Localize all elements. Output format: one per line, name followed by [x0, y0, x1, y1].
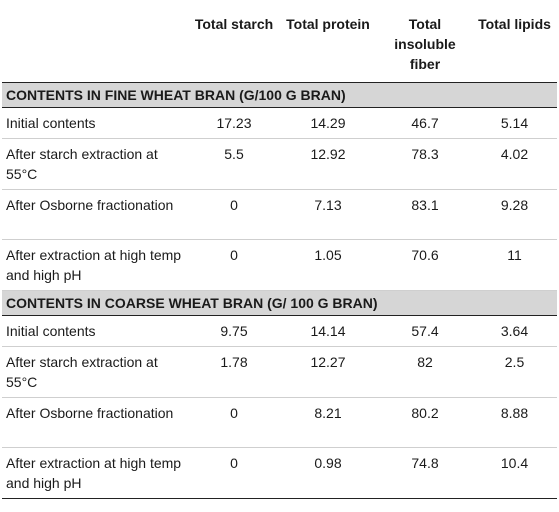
row-label: After Osborne fractionation	[2, 189, 190, 240]
table-row: Initial contents 17.23 14.29 46.7 5.14	[2, 107, 557, 139]
cell-lipids: 4.02	[472, 138, 557, 190]
table-row: After Osborne fractionation 0 8.21 80.2 …	[2, 397, 557, 448]
row-label: After extraction at high temp and high p…	[2, 447, 190, 499]
cell-fiber: 57.4	[378, 315, 472, 347]
header-blank-cell	[2, 2, 190, 83]
section-header-fine-bran: CONTENTS IN FINE WHEAT BRAN (G/100 G BRA…	[2, 81, 557, 108]
cell-lipids: 2.5	[472, 346, 557, 398]
cell-protein: 12.27	[278, 346, 378, 398]
cell-protein: 7.13	[278, 189, 378, 240]
header-row: Total starch Total protein Total insolub…	[2, 2, 557, 83]
row-label: After starch extraction at 55°C	[2, 138, 190, 190]
row-label: After Osborne fractionation	[2, 397, 190, 448]
cell-protein: 12.92	[278, 138, 378, 190]
cell-starch: 17.23	[190, 107, 278, 139]
cell-lipids: 9.28	[472, 189, 557, 240]
cell-fiber: 82	[378, 346, 472, 398]
cell-protein: 1.05	[278, 239, 378, 291]
cell-protein: 14.29	[278, 107, 378, 139]
table-row: After extraction at high temp and high p…	[2, 239, 557, 291]
section-title: CONTENTS IN FINE WHEAT BRAN (G/100 G BRA…	[2, 81, 557, 108]
header-total-protein: Total protein	[278, 2, 378, 83]
table-header: Total starch Total protein Total insolub…	[2, 2, 557, 83]
table-body: CONTENTS IN FINE WHEAT BRAN (G/100 G BRA…	[2, 81, 557, 499]
cell-starch: 0	[190, 189, 278, 240]
composition-table-container: Total starch Total protein Total insolub…	[2, 2, 557, 499]
cell-protein: 8.21	[278, 397, 378, 448]
section-title: CONTENTS IN COARSE WHEAT BRAN (G/ 100 G …	[2, 289, 557, 316]
row-label: Initial contents	[2, 107, 190, 139]
cell-starch: 0	[190, 447, 278, 499]
row-label: After starch extraction at 55°C	[2, 346, 190, 398]
row-label: After extraction at high temp and high p…	[2, 239, 190, 291]
cell-fiber: 80.2	[378, 397, 472, 448]
cell-lipids: 10.4	[472, 447, 557, 499]
cell-lipids: 3.64	[472, 315, 557, 347]
cell-fiber: 46.7	[378, 107, 472, 139]
row-label: Initial contents	[2, 315, 190, 347]
composition-table: Total starch Total protein Total insolub…	[2, 2, 557, 499]
table-row: After extraction at high temp and high p…	[2, 447, 557, 499]
table-row: After starch extraction at 55°C 5.5 12.9…	[2, 138, 557, 190]
cell-fiber: 70.6	[378, 239, 472, 291]
cell-starch: 0	[190, 239, 278, 291]
cell-lipids: 5.14	[472, 107, 557, 139]
cell-starch: 1.78	[190, 346, 278, 398]
cell-starch: 9.75	[190, 315, 278, 347]
table-row: Initial contents 9.75 14.14 57.4 3.64	[2, 315, 557, 347]
section-header-coarse-bran: CONTENTS IN COARSE WHEAT BRAN (G/ 100 G …	[2, 289, 557, 316]
table-row: After starch extraction at 55°C 1.78 12.…	[2, 346, 557, 398]
cell-lipids: 8.88	[472, 397, 557, 448]
cell-fiber: 83.1	[378, 189, 472, 240]
cell-fiber: 74.8	[378, 447, 472, 499]
cell-lipids: 11	[472, 239, 557, 291]
header-total-lipids: Total lipids	[472, 2, 557, 83]
cell-fiber: 78.3	[378, 138, 472, 190]
cell-protein: 0.98	[278, 447, 378, 499]
cell-protein: 14.14	[278, 315, 378, 347]
header-total-starch: Total starch	[190, 2, 278, 83]
table-row: After Osborne fractionation 0 7.13 83.1 …	[2, 189, 557, 240]
header-total-insoluble-fiber: Total insoluble fiber	[378, 2, 472, 83]
cell-starch: 5.5	[190, 138, 278, 190]
cell-starch: 0	[190, 397, 278, 448]
